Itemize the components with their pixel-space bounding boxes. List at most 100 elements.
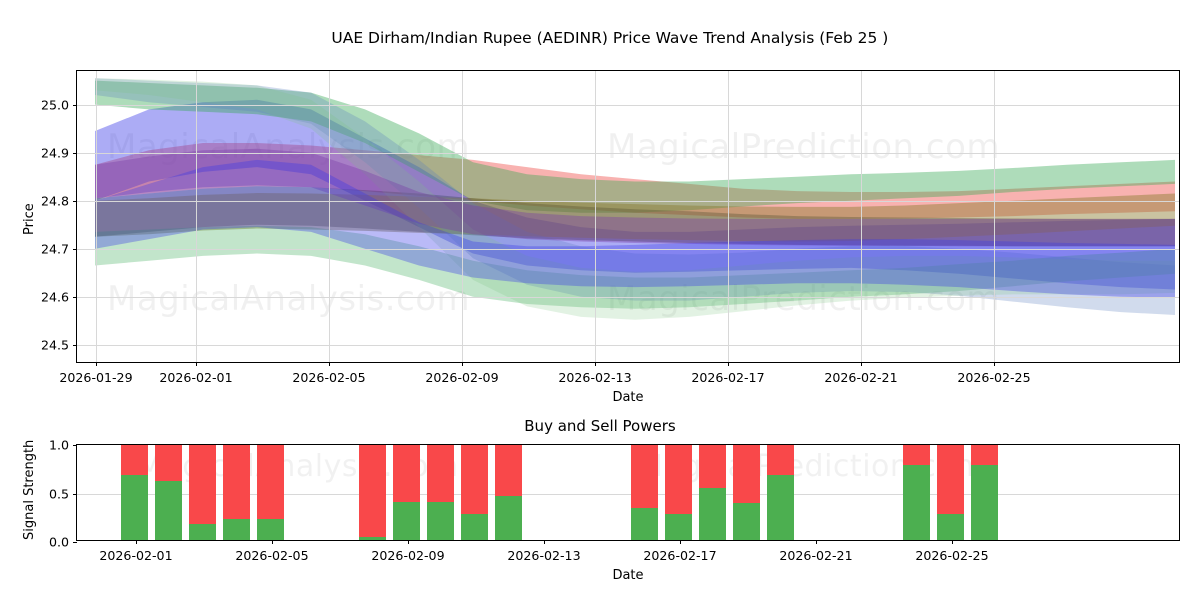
price-wave-chart: MagicalAnalysis.com MagicalPrediction.co… bbox=[41, 70, 1180, 385]
price-band-green-band-lower bbox=[95, 225, 1175, 309]
price-y-tick-mark bbox=[73, 344, 77, 346]
signal-x-tick-label: 2026-02-05 bbox=[235, 548, 309, 563]
gridline-horizontal bbox=[77, 248, 1179, 250]
price-x-tick-label: 2026-02-25 bbox=[957, 370, 1031, 385]
gridline-horizontal bbox=[77, 344, 1179, 346]
price-band-red-band-upper bbox=[95, 143, 1175, 219]
price-y-tick-mark bbox=[73, 152, 77, 154]
signal-bar[interactable] bbox=[257, 445, 284, 540]
price-x-tick-mark bbox=[462, 362, 463, 366]
buy-power-segment bbox=[257, 518, 284, 540]
sell-power-segment bbox=[393, 445, 420, 503]
signal-y-tick-mark bbox=[73, 542, 77, 543]
gridline-vertical bbox=[96, 71, 97, 362]
sell-power-segment bbox=[495, 445, 522, 497]
price-y-tick-mark bbox=[73, 200, 77, 202]
signal-bar[interactable] bbox=[189, 445, 216, 540]
gridline-vertical bbox=[728, 71, 729, 362]
sell-power-segment bbox=[971, 445, 998, 466]
price-x-tick-label: 2026-02-17 bbox=[691, 370, 765, 385]
signal-x-tick-label: 2026-02-25 bbox=[915, 548, 989, 563]
buy-sell-xaxis-label: Date bbox=[612, 568, 644, 583]
sell-power-segment bbox=[257, 445, 284, 519]
buy-power-segment bbox=[223, 518, 250, 540]
buy-sell-x-axis-ticks: 2026-02-01 2026-02-05 2026-02-09 2026-02-13… bbox=[77, 540, 1179, 570]
price-x-tick-label: 2026-02-13 bbox=[558, 370, 632, 385]
signal-bar[interactable] bbox=[427, 445, 454, 540]
buy-sell-yaxis-label: Signal Strength bbox=[22, 439, 37, 540]
buy-sell-powers-chart: MagicalAnalysis.com MagicalPrediction.co… bbox=[49, 438, 1180, 563]
price-yaxis-label: Price bbox=[22, 203, 37, 235]
signal-bar[interactable] bbox=[155, 445, 182, 540]
buy-power-segment bbox=[461, 513, 488, 540]
sell-power-segment bbox=[733, 445, 760, 504]
sell-power-segment bbox=[121, 445, 148, 475]
gridline-vertical bbox=[861, 71, 862, 362]
buy-power-segment bbox=[155, 480, 182, 540]
signal-bar[interactable] bbox=[631, 445, 658, 540]
price-x-tick-label: 2026-02-05 bbox=[292, 370, 366, 385]
price-x-tick-label: 2026-02-09 bbox=[425, 370, 499, 385]
signal-bar[interactable] bbox=[461, 445, 488, 540]
price-chart-plot-area: MagicalAnalysis.com MagicalPrediction.co… bbox=[77, 71, 1179, 362]
signal-bar[interactable] bbox=[359, 445, 386, 540]
signal-bar[interactable] bbox=[699, 445, 726, 540]
signal-bar[interactable] bbox=[665, 445, 692, 540]
signal-y-tick-mark bbox=[73, 493, 77, 495]
buy-power-segment bbox=[359, 537, 386, 540]
signal-bar[interactable] bbox=[903, 445, 930, 540]
gridline-vertical bbox=[462, 71, 463, 362]
sell-power-segment bbox=[359, 445, 386, 538]
signal-bar[interactable] bbox=[393, 445, 420, 540]
signal-x-tick-label: 2026-02-09 bbox=[371, 548, 445, 563]
signal-bar[interactable] bbox=[733, 445, 760, 540]
price-x-tick-mark bbox=[96, 362, 97, 366]
price-band-layer bbox=[95, 78, 1175, 320]
signal-x-tick-mark bbox=[408, 540, 409, 544]
price-x-axis-ticks: 2026-01-29 2026-02-01 2026-02-05 2026-02-09… bbox=[59, 362, 1179, 392]
gridline-horizontal bbox=[77, 152, 1179, 154]
signal-y-tick-label: 0.5 bbox=[48, 486, 69, 501]
price-y-tick-label: 24.6 bbox=[40, 289, 69, 305]
signal-bar[interactable] bbox=[937, 445, 964, 540]
signal-x-tick-label: 2026-02-13 bbox=[507, 548, 581, 563]
price-x-tick-label: 2026-02-01 bbox=[159, 370, 233, 385]
signal-bar[interactable] bbox=[223, 445, 250, 540]
gridline-horizontal bbox=[77, 493, 1179, 495]
buy-power-segment bbox=[427, 502, 454, 540]
signal-bar[interactable] bbox=[121, 445, 148, 540]
signal-bar[interactable] bbox=[495, 445, 522, 540]
price-band-olive-band bbox=[95, 193, 1175, 242]
gridline-vertical bbox=[595, 71, 596, 362]
price-band-blue-band-upper bbox=[95, 99, 1175, 290]
price-y-tick-mark bbox=[73, 104, 77, 106]
signal-x-tick-mark bbox=[816, 540, 817, 544]
buy-power-segment bbox=[971, 465, 998, 540]
buy-power-segment bbox=[189, 523, 216, 540]
price-x-tick-mark bbox=[595, 362, 596, 366]
signal-bar[interactable] bbox=[971, 445, 998, 540]
signal-x-tick-mark bbox=[136, 540, 137, 544]
signal-bar[interactable] bbox=[767, 445, 794, 540]
price-y-tick-label: 24.7 bbox=[40, 241, 69, 257]
buy-power-segment bbox=[937, 513, 964, 540]
price-x-tick-mark bbox=[994, 362, 995, 366]
price-x-tick-mark bbox=[329, 362, 330, 366]
price-y-tick-mark bbox=[73, 248, 77, 250]
signal-y-tick-mark bbox=[73, 445, 77, 446]
gridline-vertical bbox=[196, 71, 197, 362]
signal-y-tick-label: 1.0 bbox=[48, 437, 69, 453]
signal-x-tick-mark bbox=[544, 540, 545, 544]
buy-sell-powers-title: Buy and Sell Powers bbox=[524, 417, 676, 435]
sell-power-segment bbox=[461, 445, 488, 514]
signal-y-tick-label: 0.0 bbox=[48, 534, 69, 550]
signal-x-tick-label: 2026-02-17 bbox=[643, 548, 717, 563]
price-x-tick-mark bbox=[196, 362, 197, 366]
gridline-vertical bbox=[994, 71, 995, 362]
sell-power-segment bbox=[223, 445, 250, 519]
signal-x-tick-label: 2026-02-21 bbox=[779, 548, 853, 563]
signal-x-tick-label: 2026-02-01 bbox=[99, 548, 173, 563]
gridline-horizontal bbox=[77, 200, 1179, 202]
price-x-tick-label: 2026-01-29 bbox=[59, 370, 133, 385]
figure-title-line1: UAE Dirham/Indian Rupee (AEDINR) Price W… bbox=[331, 29, 889, 47]
